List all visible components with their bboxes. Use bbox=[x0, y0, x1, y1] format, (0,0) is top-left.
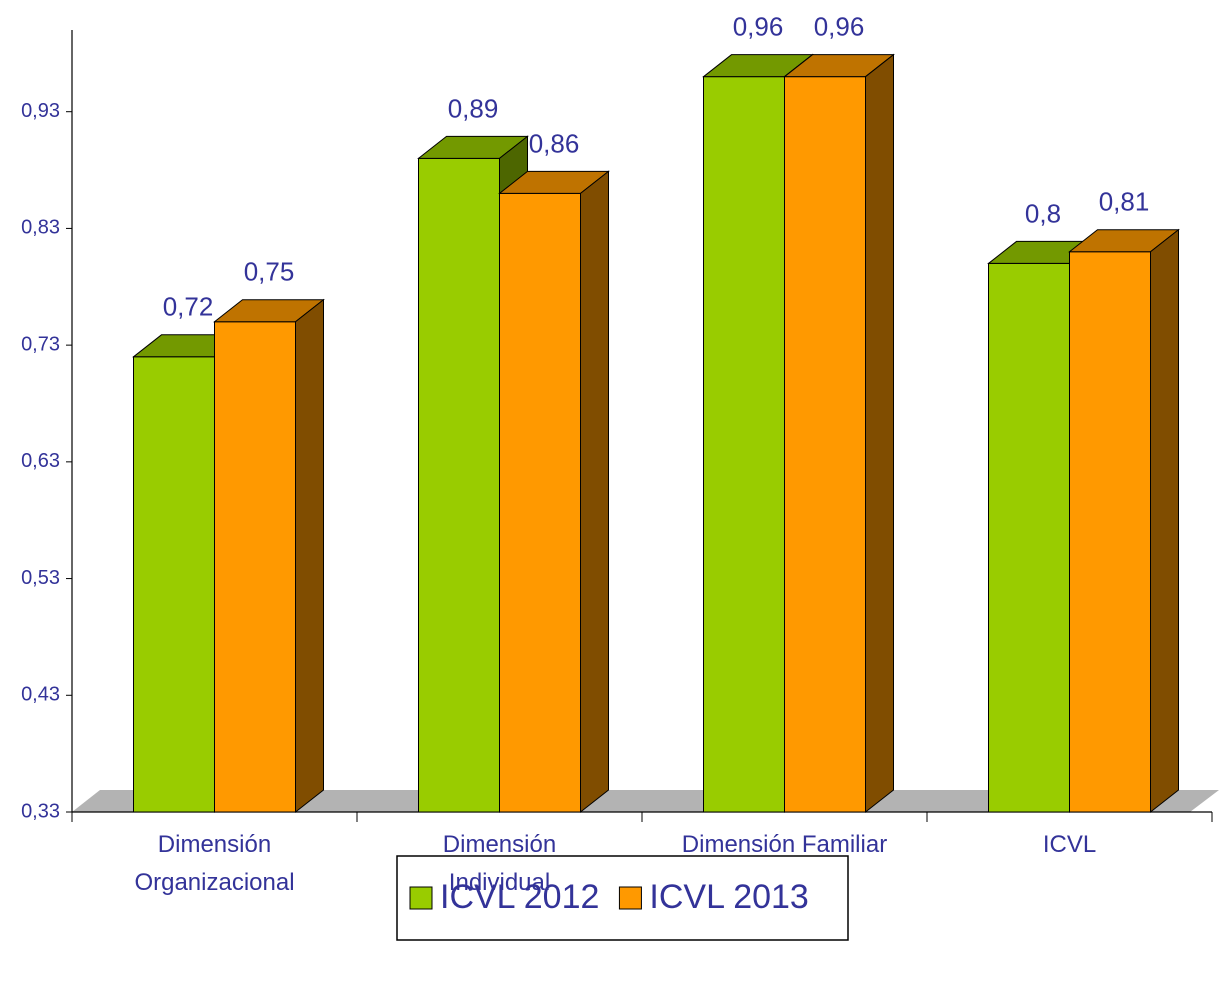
bar-side bbox=[1150, 228, 1179, 814]
legend-swatch bbox=[618, 886, 642, 910]
bar-front bbox=[499, 192, 581, 813]
y-tick-label: 0,43 bbox=[21, 684, 60, 706]
bar-front bbox=[988, 262, 1070, 813]
x-tick-label: Dimensión Individual bbox=[442, 831, 557, 896]
value-label: 0,86 bbox=[529, 128, 580, 158]
x-tick-label: Dimensión Familiar bbox=[681, 831, 888, 858]
bar-side bbox=[295, 298, 324, 814]
bar-front bbox=[703, 76, 785, 813]
y-tick-label: 0,33 bbox=[21, 800, 60, 822]
y-tick-label: 0,63 bbox=[21, 450, 60, 472]
value-label: 0,81 bbox=[1099, 187, 1150, 217]
bar-front bbox=[418, 157, 500, 813]
bar-front bbox=[214, 321, 296, 813]
y-tick-label: 0,73 bbox=[21, 333, 60, 355]
floor bbox=[72, 790, 1219, 812]
bar-front bbox=[784, 76, 866, 813]
legend-swatch bbox=[409, 886, 433, 910]
y-tick-label: 0,53 bbox=[21, 567, 60, 589]
y-tick-label: 0,83 bbox=[21, 217, 60, 239]
x-tick-label: ICVL bbox=[1042, 831, 1097, 858]
bar-front bbox=[133, 356, 215, 813]
value-label: 0,8 bbox=[1025, 198, 1061, 228]
value-label: 0,75 bbox=[244, 257, 295, 287]
value-label: 0,96 bbox=[814, 12, 865, 42]
bar-side bbox=[865, 53, 894, 814]
x-tick-label: Dimensión Organizacional bbox=[134, 831, 295, 896]
legend-label: ICVL 2012 bbox=[440, 878, 599, 916]
value-label: 0,96 bbox=[733, 12, 784, 42]
y-tick-label: 0,93 bbox=[21, 100, 60, 122]
legend-label: ICVL 2013 bbox=[649, 878, 808, 916]
value-label: 0,72 bbox=[163, 292, 214, 322]
value-label: 0,89 bbox=[448, 93, 499, 123]
bar-side bbox=[580, 170, 609, 814]
bar-front bbox=[1069, 251, 1151, 813]
